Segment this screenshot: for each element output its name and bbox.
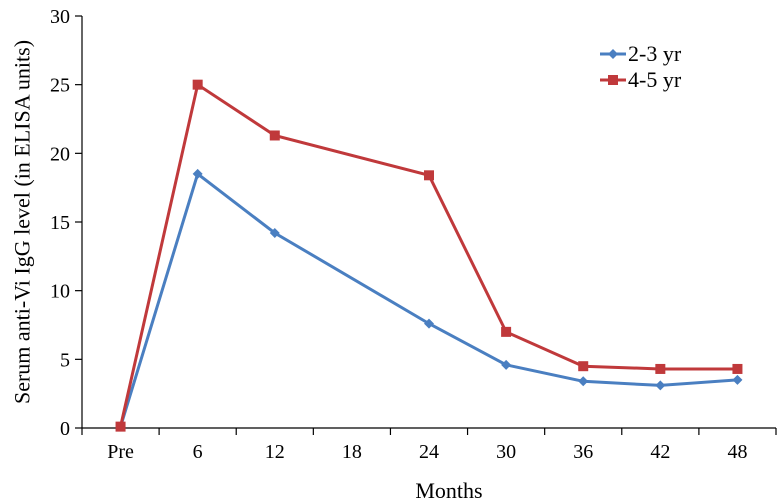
data-point-diamond — [424, 318, 434, 329]
legend-label: 4-5 yr — [628, 67, 682, 92]
y-tick-label: 10 — [50, 281, 70, 303]
data-point-square — [501, 326, 512, 337]
data-point-diamond — [732, 374, 743, 385]
y-tick-label: 5 — [60, 349, 70, 371]
data-point-diamond — [501, 359, 512, 370]
x-tick-label: 30 — [496, 441, 516, 463]
data-point-diamond — [578, 376, 589, 387]
y-tick-label: 30 — [50, 6, 70, 28]
x-tick-label: 24 — [419, 441, 439, 463]
data-point-square — [269, 130, 280, 141]
data-point-square — [655, 363, 666, 374]
series-1 — [115, 79, 743, 432]
legend-marker-square — [608, 75, 618, 85]
x-tick-label: 18 — [342, 441, 362, 463]
x-tick-label: Pre — [107, 441, 134, 463]
data-point-square — [192, 79, 203, 90]
y-tick-label: 15 — [50, 212, 70, 234]
data-point-diamond — [269, 227, 280, 238]
x-tick-label: 6 — [193, 441, 203, 463]
data-point-square — [115, 421, 126, 432]
data-point-diamond — [655, 380, 666, 391]
x-tick-label: 48 — [727, 441, 747, 463]
legend: 2-3 yr4-5 yr — [600, 41, 682, 92]
data-point-square — [732, 363, 743, 374]
axes: 0 5 10 15 20 25 30 Pre 6 12 18 24 30 36 42 48 — [50, 6, 777, 463]
x-axis-title: Months — [415, 478, 482, 500]
data-point-diamond — [192, 168, 203, 179]
legend-label: 2-3 yr — [628, 41, 682, 66]
series-0 — [115, 168, 743, 432]
x-tick-label: 42 — [650, 441, 670, 463]
series-line — [119, 82, 738, 427]
series-line — [119, 171, 738, 428]
y-tick-label: 20 — [50, 143, 70, 165]
series-layer — [115, 79, 743, 432]
y-tick-label: 0 — [60, 418, 70, 440]
y-tick-label: 25 — [50, 75, 70, 97]
data-point-square — [424, 170, 434, 181]
x-tick-label: 12 — [265, 441, 285, 463]
x-tick-label: 36 — [573, 441, 593, 463]
legend-item-0: 2-3 yr — [600, 41, 682, 66]
legend-item-1: 4-5 yr — [600, 67, 682, 92]
data-point-square — [578, 361, 589, 372]
y-axis-title: Serum anti-Vi IgG level (in ELISA units) — [10, 40, 35, 404]
legend-marker-diamond — [608, 49, 618, 59]
